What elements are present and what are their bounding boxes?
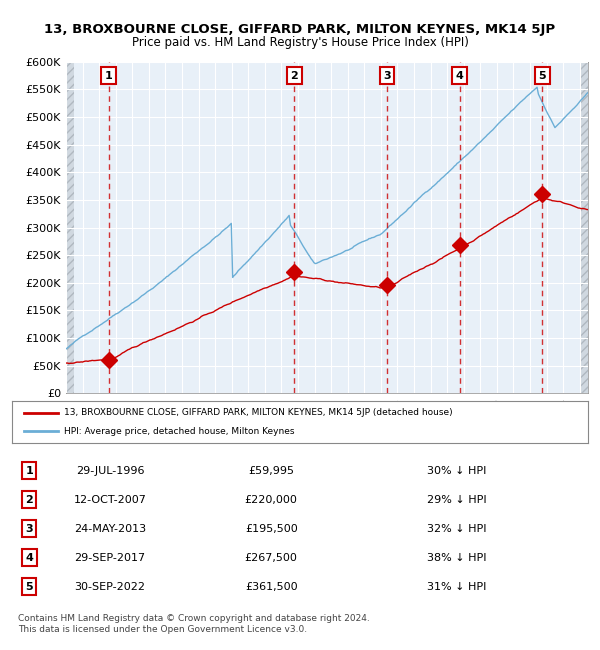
Text: 2: 2 xyxy=(25,495,33,505)
Text: 32% ↓ HPI: 32% ↓ HPI xyxy=(427,524,486,534)
Text: HPI: Average price, detached house, Milton Keynes: HPI: Average price, detached house, Milt… xyxy=(64,427,295,436)
Text: £195,500: £195,500 xyxy=(245,524,298,534)
Text: 30% ↓ HPI: 30% ↓ HPI xyxy=(427,466,486,476)
Text: Price paid vs. HM Land Registry's House Price Index (HPI): Price paid vs. HM Land Registry's House … xyxy=(131,36,469,49)
Text: 31% ↓ HPI: 31% ↓ HPI xyxy=(427,582,486,592)
Text: 4: 4 xyxy=(455,71,464,81)
Text: £267,500: £267,500 xyxy=(245,552,298,563)
Text: 38% ↓ HPI: 38% ↓ HPI xyxy=(427,552,486,563)
Text: 2: 2 xyxy=(290,71,298,81)
Text: 1: 1 xyxy=(25,466,33,476)
Text: 30-SEP-2022: 30-SEP-2022 xyxy=(74,582,145,592)
Text: 13, BROXBOURNE CLOSE, GIFFARD PARK, MILTON KEYNES, MK14 5JP (detached house): 13, BROXBOURNE CLOSE, GIFFARD PARK, MILT… xyxy=(64,408,452,417)
Text: 12-OCT-2007: 12-OCT-2007 xyxy=(73,495,146,505)
Text: 24-MAY-2013: 24-MAY-2013 xyxy=(74,524,146,534)
Text: £59,995: £59,995 xyxy=(248,466,294,476)
Text: 13, BROXBOURNE CLOSE, GIFFARD PARK, MILTON KEYNES, MK14 5JP: 13, BROXBOURNE CLOSE, GIFFARD PARK, MILT… xyxy=(44,23,556,36)
Text: 5: 5 xyxy=(25,582,33,592)
Text: Contains HM Land Registry data © Crown copyright and database right 2024.
This d: Contains HM Land Registry data © Crown c… xyxy=(18,614,370,634)
Text: 3: 3 xyxy=(25,524,33,534)
Text: 3: 3 xyxy=(383,71,391,81)
Text: £220,000: £220,000 xyxy=(245,495,298,505)
Text: 29-JUL-1996: 29-JUL-1996 xyxy=(76,466,144,476)
Text: 4: 4 xyxy=(25,552,33,563)
Text: 1: 1 xyxy=(105,71,112,81)
Bar xyxy=(580,62,588,393)
Text: 29% ↓ HPI: 29% ↓ HPI xyxy=(427,495,487,505)
Bar xyxy=(66,62,74,393)
Text: £361,500: £361,500 xyxy=(245,582,298,592)
Text: 29-SEP-2017: 29-SEP-2017 xyxy=(74,552,145,563)
Text: 5: 5 xyxy=(539,71,546,81)
